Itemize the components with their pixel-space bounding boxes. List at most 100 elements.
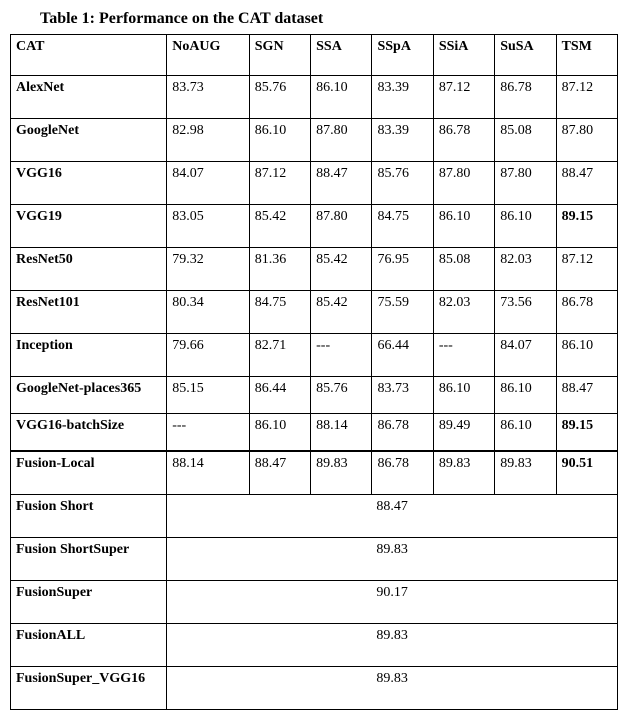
cell: 86.10 [495, 414, 556, 452]
table-header-row: CATNoAUGSGNSSASSpASSiASuSATSM [11, 35, 618, 76]
cell: 79.32 [167, 248, 250, 291]
cell: 82.03 [433, 291, 494, 334]
row-label: GoogleNet [11, 119, 167, 162]
cell: 88.14 [311, 414, 372, 452]
row-label: GoogleNet-places365 [11, 377, 167, 414]
cell-span: 89.83 [167, 667, 618, 710]
cell: 89.15 [556, 205, 617, 248]
results-table: CATNoAUGSGNSSASSpASSiASuSATSM AlexNet83.… [10, 34, 618, 710]
table-body: AlexNet83.7385.7686.1083.3987.1286.7887.… [11, 76, 618, 710]
cell: 82.03 [495, 248, 556, 291]
table-row: FusionALL89.83 [11, 624, 618, 667]
table-row: ResNet10180.3484.7585.4275.5982.0373.568… [11, 291, 618, 334]
cell: 86.78 [372, 414, 433, 452]
cell: 83.73 [167, 76, 250, 119]
cell: 87.12 [556, 248, 617, 291]
row-label: Fusion ShortSuper [11, 538, 167, 581]
cell: --- [433, 334, 494, 377]
cell: 84.07 [167, 162, 250, 205]
table-row: VGG16-batchSize---86.1088.1486.7889.4986… [11, 414, 618, 452]
cell: 89.49 [433, 414, 494, 452]
cell: 84.75 [249, 291, 310, 334]
table-row: AlexNet83.7385.7686.1083.3987.1286.7887.… [11, 76, 618, 119]
cell: 82.98 [167, 119, 250, 162]
cell: 88.47 [249, 451, 310, 495]
cell: 85.08 [495, 119, 556, 162]
cell: 86.78 [495, 76, 556, 119]
col-header: SGN [249, 35, 310, 76]
cell: 75.59 [372, 291, 433, 334]
row-label: VGG16 [11, 162, 167, 205]
col-header: SSiA [433, 35, 494, 76]
cell: 76.95 [372, 248, 433, 291]
cell: 87.12 [249, 162, 310, 205]
row-label: FusionSuper_VGG16 [11, 667, 167, 710]
cell: 88.47 [311, 162, 372, 205]
cell: 85.42 [249, 205, 310, 248]
col-header: SSpA [372, 35, 433, 76]
table-caption: Table 1: Performance on the CAT dataset [40, 10, 630, 28]
cell: 86.78 [433, 119, 494, 162]
cell: 86.78 [556, 291, 617, 334]
cell: --- [167, 414, 250, 452]
cell-span: 90.17 [167, 581, 618, 624]
col-header: SuSA [495, 35, 556, 76]
col-header: SSA [311, 35, 372, 76]
table-row: VGG1684.0787.1288.4785.7687.8087.8088.47 [11, 162, 618, 205]
col-header: NoAUG [167, 35, 250, 76]
cell: 89.83 [311, 451, 372, 495]
cell: 89.83 [495, 451, 556, 495]
cell: 87.12 [433, 76, 494, 119]
cell: 86.10 [433, 205, 494, 248]
cell: 83.73 [372, 377, 433, 414]
cell: 86.10 [495, 377, 556, 414]
cell: 81.36 [249, 248, 310, 291]
cell: 85.76 [311, 377, 372, 414]
cell: 66.44 [372, 334, 433, 377]
cell: 87.80 [556, 119, 617, 162]
cell: 89.15 [556, 414, 617, 452]
row-label: Inception [11, 334, 167, 377]
cell: 86.10 [556, 334, 617, 377]
cell: --- [311, 334, 372, 377]
cell: 85.76 [249, 76, 310, 119]
cell-span: 89.83 [167, 624, 618, 667]
cell: 80.34 [167, 291, 250, 334]
cell: 87.80 [311, 205, 372, 248]
row-label: VGG19 [11, 205, 167, 248]
cell: 85.76 [372, 162, 433, 205]
table-row: FusionSuper_VGG1689.83 [11, 667, 618, 710]
cell: 86.10 [249, 119, 310, 162]
table-row: VGG1983.0585.4287.8084.7586.1086.1089.15 [11, 205, 618, 248]
cell: 86.10 [311, 76, 372, 119]
row-label: Fusion Short [11, 495, 167, 538]
table-row: Fusion ShortSuper89.83 [11, 538, 618, 581]
cell: 82.71 [249, 334, 310, 377]
cell: 86.44 [249, 377, 310, 414]
row-label: ResNet101 [11, 291, 167, 334]
col-header: CAT [11, 35, 167, 76]
row-label: AlexNet [11, 76, 167, 119]
cell: 90.51 [556, 451, 617, 495]
cell: 85.15 [167, 377, 250, 414]
cell: 87.12 [556, 76, 617, 119]
cell: 86.10 [249, 414, 310, 452]
table-row: Inception79.6682.71---66.44---84.0786.10 [11, 334, 618, 377]
cell: 87.80 [311, 119, 372, 162]
cell: 84.75 [372, 205, 433, 248]
cell: 87.80 [433, 162, 494, 205]
row-label: FusionSuper [11, 581, 167, 624]
cell: 85.08 [433, 248, 494, 291]
table-row: Fusion-Local88.1488.4789.8386.7889.8389.… [11, 451, 618, 495]
table-row: Fusion Short88.47 [11, 495, 618, 538]
row-label: FusionALL [11, 624, 167, 667]
cell: 88.14 [167, 451, 250, 495]
col-header: TSM [556, 35, 617, 76]
cell: 85.42 [311, 248, 372, 291]
cell: 83.05 [167, 205, 250, 248]
cell: 86.78 [372, 451, 433, 495]
row-label: VGG16-batchSize [11, 414, 167, 452]
cell: 88.47 [556, 162, 617, 205]
table-row: FusionSuper90.17 [11, 581, 618, 624]
cell: 87.80 [495, 162, 556, 205]
